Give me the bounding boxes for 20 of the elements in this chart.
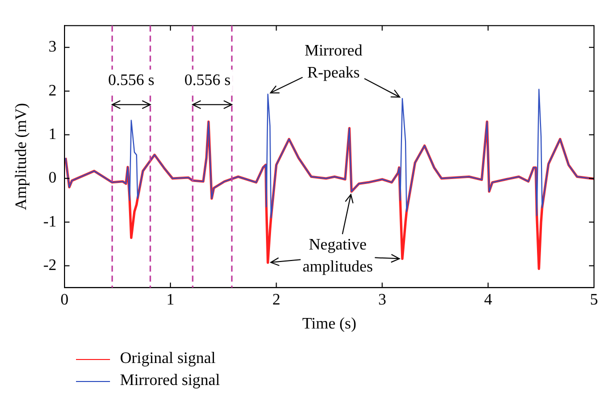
y-tick-label: 1 — [48, 126, 57, 143]
annotation: Mirrored R-peaks — [304, 42, 362, 82]
x-tick-label: 4 — [484, 291, 492, 308]
x-axis-title: Time (s) — [302, 316, 356, 333]
y-tick-label: -2 — [43, 256, 57, 274]
annotation: Negative amplitudes — [302, 236, 373, 276]
y-tick-label: 0 — [48, 170, 57, 187]
annotation: 0.556 s — [108, 72, 154, 89]
legend-label: Mirrored signal — [120, 371, 220, 391]
y-tick-label: 3 — [48, 38, 57, 56]
x-tick-label: 1 — [166, 291, 174, 308]
y-axis-title: Amplitude (mV) — [12, 103, 30, 210]
x-tick-label: 0 — [60, 291, 69, 308]
x-tick-label: 3 — [378, 291, 386, 308]
annotation: 0.556 s — [184, 72, 231, 89]
legend-label: Original signal — [120, 349, 216, 369]
x-tick-label: 5 — [590, 291, 598, 308]
y-tick-label: -1 — [43, 213, 57, 230]
x-tick-label: 2 — [272, 291, 280, 308]
y-tick-label: 2 — [48, 82, 57, 100]
